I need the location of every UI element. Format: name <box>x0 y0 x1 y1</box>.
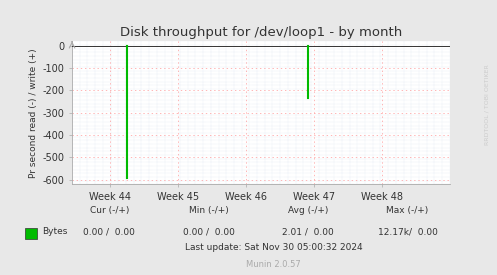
Text: Avg (-/+): Avg (-/+) <box>288 206 329 215</box>
Text: Max (-/+): Max (-/+) <box>386 206 429 215</box>
Text: Bytes: Bytes <box>42 227 68 236</box>
Text: 2.01 /  0.00: 2.01 / 0.00 <box>282 227 334 236</box>
Text: 0.00 /  0.00: 0.00 / 0.00 <box>83 227 135 236</box>
Title: Disk throughput for /dev/loop1 - by month: Disk throughput for /dev/loop1 - by mont… <box>120 26 402 39</box>
Text: 0.00 /  0.00: 0.00 / 0.00 <box>183 227 235 236</box>
Text: 12.17k/  0.00: 12.17k/ 0.00 <box>378 227 437 236</box>
Text: Cur (-/+): Cur (-/+) <box>89 206 129 215</box>
Text: RRDTOOL / TOBI OETIKER: RRDTOOL / TOBI OETIKER <box>485 64 490 145</box>
Text: Munin 2.0.57: Munin 2.0.57 <box>246 260 301 269</box>
Text: Min (-/+): Min (-/+) <box>189 206 229 215</box>
Text: Last update: Sat Nov 30 05:00:32 2024: Last update: Sat Nov 30 05:00:32 2024 <box>184 243 362 252</box>
Y-axis label: Pr second read (-) / write (+): Pr second read (-) / write (+) <box>29 48 38 178</box>
